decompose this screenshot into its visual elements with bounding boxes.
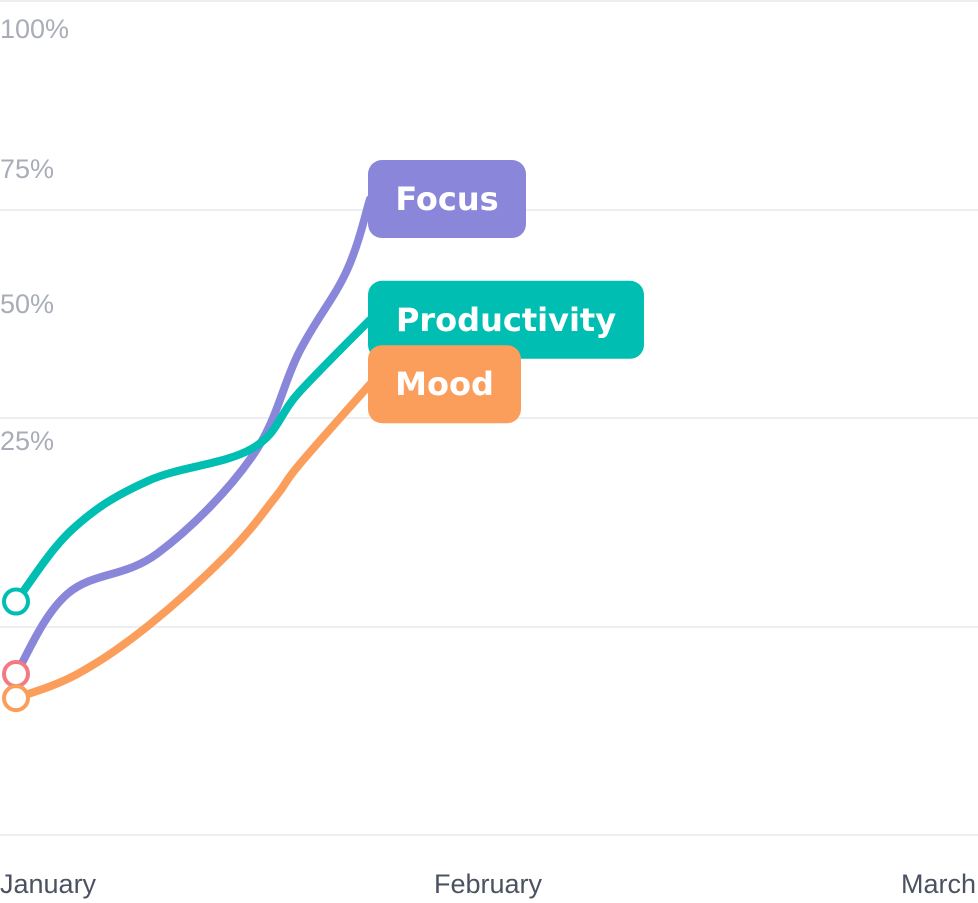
start-marker-productivity [2,587,30,616]
y-tick-label: 100% [0,14,69,44]
x-tick-label: February [434,869,543,899]
x-tick-label: March [901,869,976,899]
series-label-focus: Focus [368,160,526,239]
x-tick-label: January [0,869,97,899]
series-lines [12,195,374,703]
y-tick-label: 75% [0,154,54,184]
x-axis-ticks: January February March [0,869,976,899]
y-tick-label: 25% [0,426,54,456]
series-label-badge [368,280,644,359]
series-line-mood [12,380,374,703]
start-markers [2,587,30,713]
start-marker-focus [2,660,30,688]
series-label-mood: Mood [368,345,521,424]
series-label-badge [368,160,526,239]
series-labels: Focus Productivity Mood [368,160,644,424]
series-line-focus [12,195,374,678]
series-label-badge [368,345,521,424]
start-marker-mood [2,684,30,713]
y-axis-ticks: 100% 75% 50% 25% [0,14,69,456]
series-label-text: Mood [395,365,494,403]
series-line-productivity [12,315,374,606]
series-label-productivity: Productivity [368,280,644,359]
series-label-text: Productivity [396,301,616,339]
y-tick-label: 50% [0,289,54,319]
series-label-text: Focus [395,180,498,218]
